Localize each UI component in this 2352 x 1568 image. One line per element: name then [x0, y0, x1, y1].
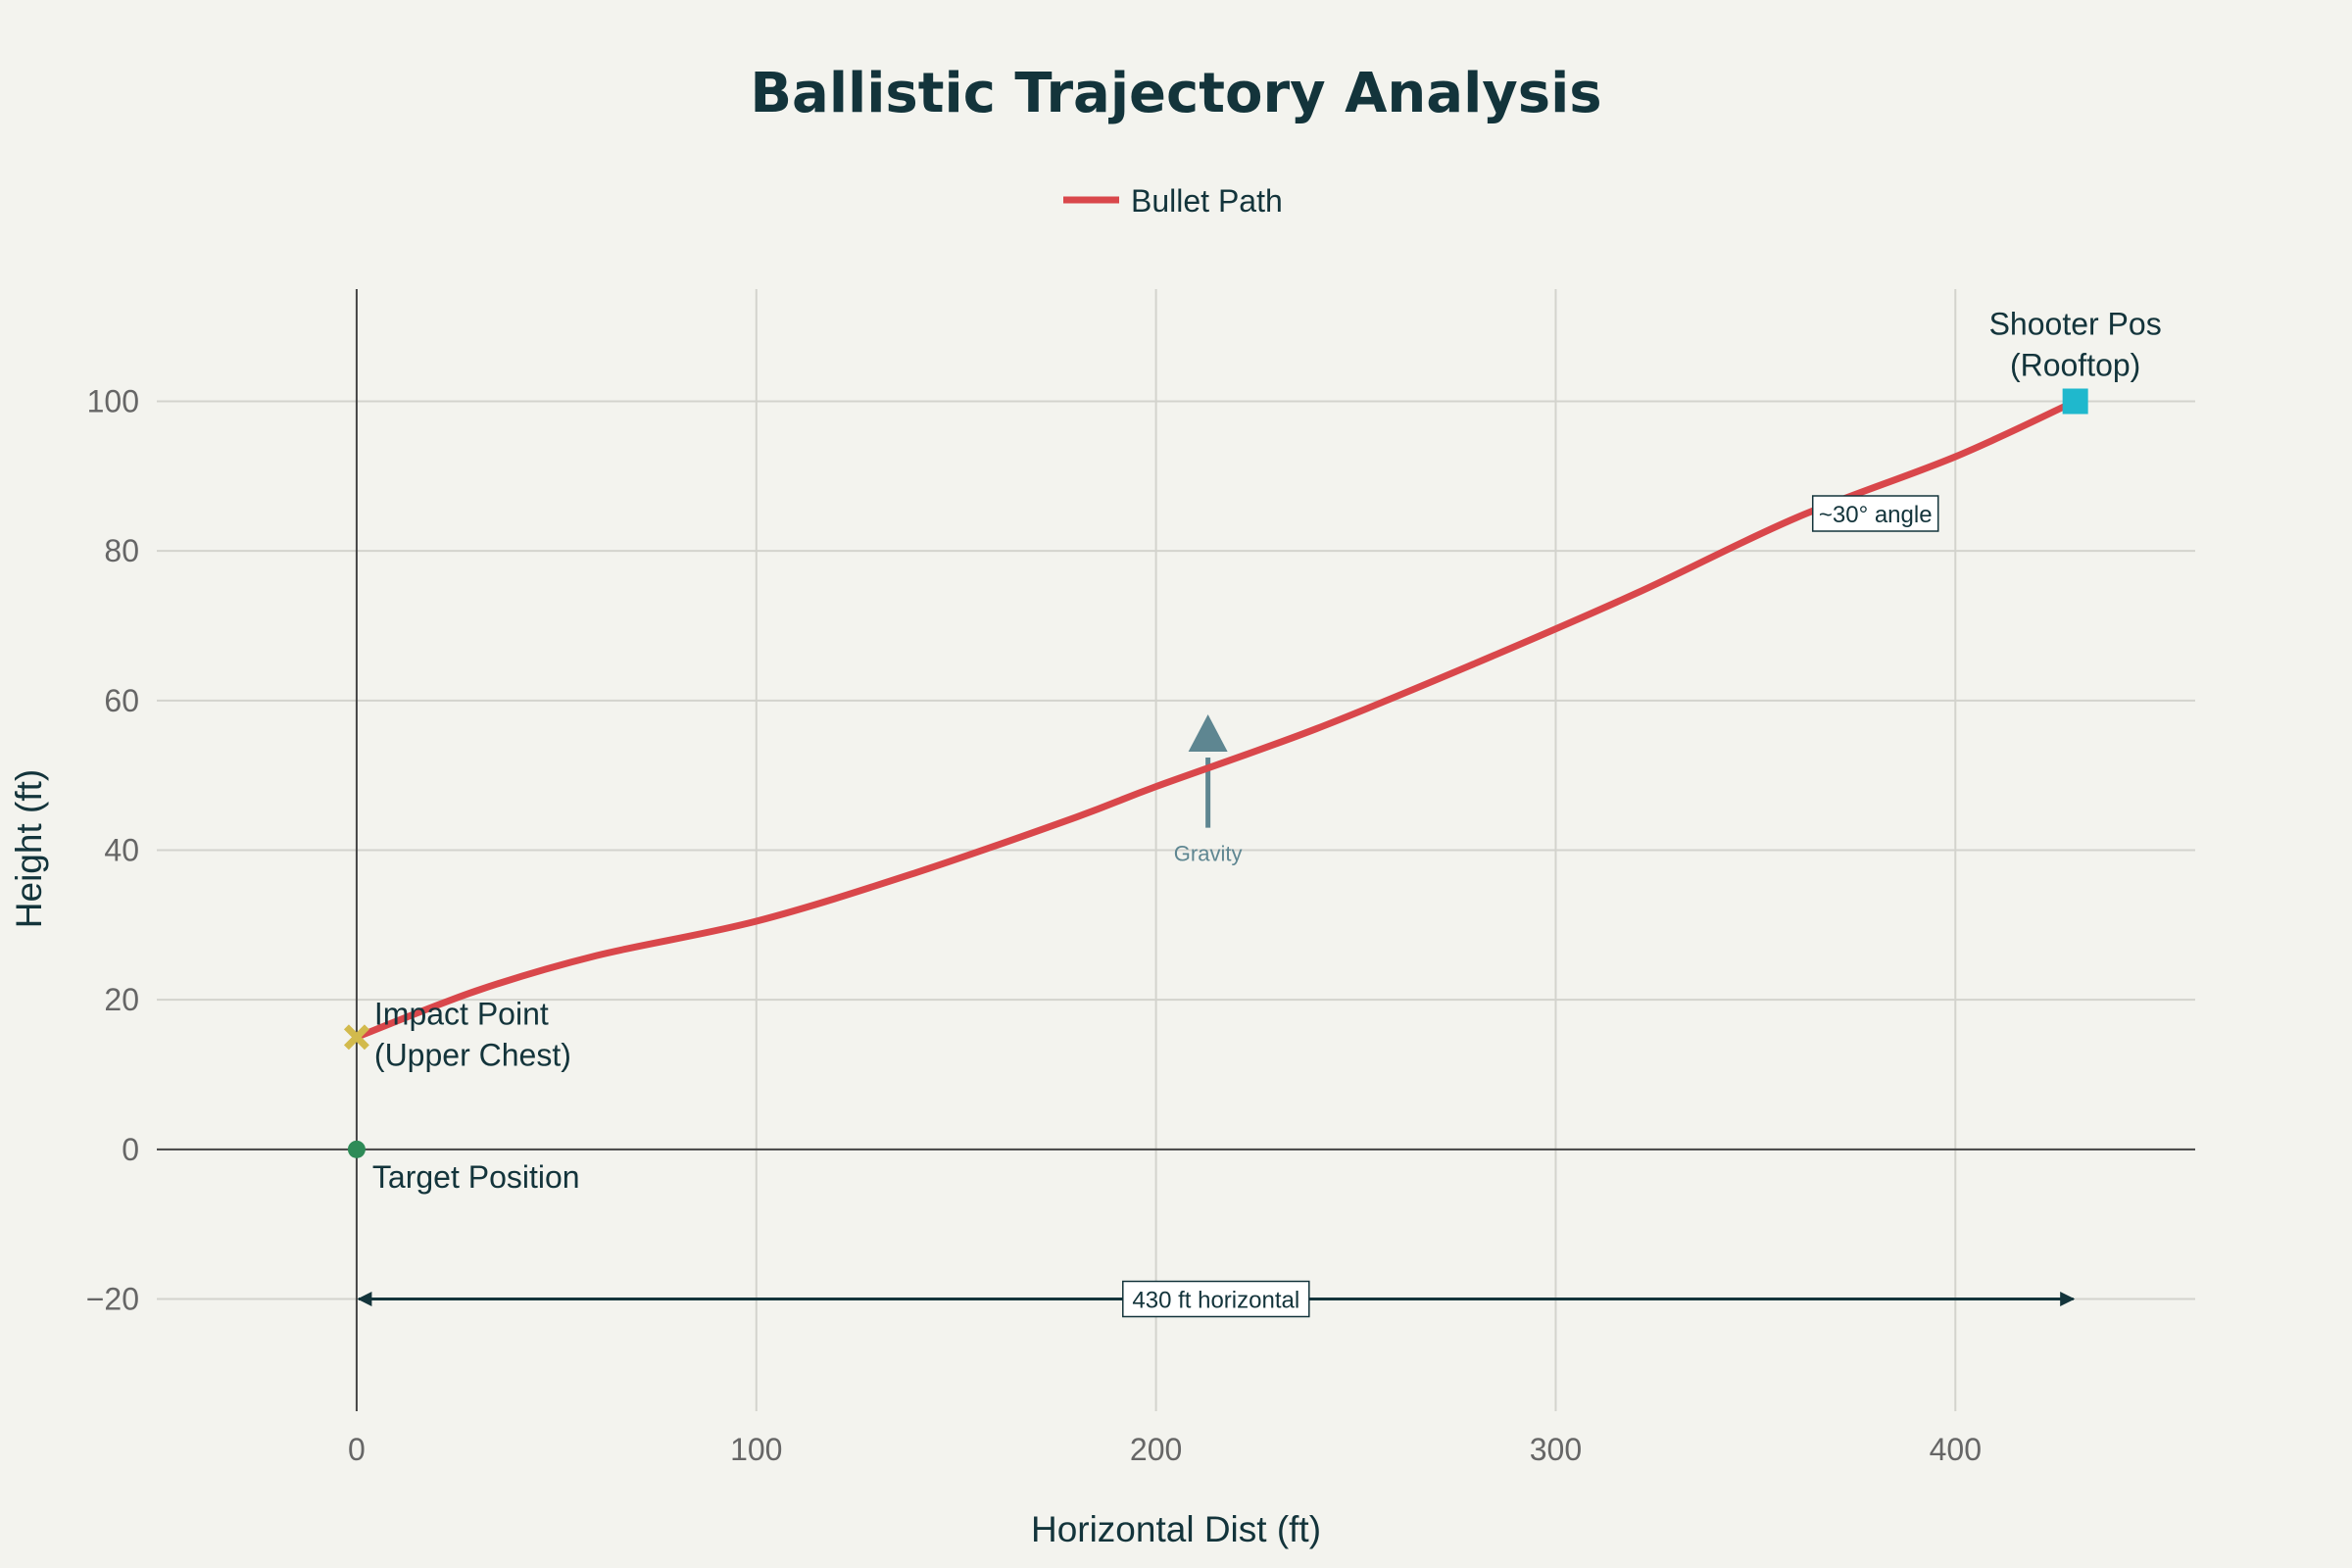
x-tick-label: 0 [348, 1432, 366, 1467]
horizontal-distance-label: 430 ft horizontal [1132, 1288, 1299, 1314]
y-tick-label: 40 [104, 833, 139, 868]
y-tick-label: 60 [104, 683, 139, 718]
angle-label: ~30° angle [1819, 502, 1933, 528]
y-tick-labels: −20 0 20 40 60 80 100 [86, 384, 139, 1317]
gravity-annotation: Gravity [1174, 714, 1243, 866]
x-axis-title: Horizontal Dist (ft) [1031, 1509, 1321, 1549]
y-tick-label: 80 [104, 533, 139, 568]
impact-label: Impact Point [374, 996, 549, 1031]
shooter-label-sub: (Rooftop) [2010, 348, 2140, 383]
target-label: Target Position [372, 1159, 580, 1195]
y-tick-label: 100 [87, 384, 139, 419]
zero-lines [157, 289, 2195, 1411]
gravity-arrow-icon [1188, 714, 1228, 752]
x-tick-label: 100 [730, 1432, 782, 1467]
y-tick-label: 0 [122, 1132, 139, 1167]
gravity-label: Gravity [1174, 842, 1243, 866]
chart-title: Ballistic Trajectory Analysis [750, 62, 1601, 125]
y-tick-label: 20 [104, 982, 139, 1017]
horizontal-distance-label-box [1122, 1280, 1310, 1318]
legend-label-bullet-path: Bullet Path [1131, 183, 1283, 219]
impact-label-sub: (Upper Chest) [374, 1037, 571, 1072]
shooter-point: Shooter Pos (Rooftop) [1989, 307, 2162, 415]
legend[interactable]: Bullet Path [1063, 183, 1283, 219]
x-tick-labels: 0 100 200 300 400 [348, 1432, 1982, 1467]
shooter-square-marker [2062, 388, 2088, 415]
series-bullet-path [353, 398, 2080, 1041]
angle-annotation: ~30° angle [1811, 495, 1939, 532]
impact-point: Impact Point (Upper Chest) [343, 996, 571, 1072]
x-tick-label: 300 [1530, 1432, 1582, 1467]
horizontal-distance-annotation: 430 ft horizontal [357, 1280, 2076, 1318]
target-point: Target Position [347, 1140, 580, 1195]
y-tick-label: −20 [86, 1282, 139, 1317]
x-tick-label: 200 [1130, 1432, 1182, 1467]
x-tick-label: 400 [1930, 1432, 1982, 1467]
angle-label-box [1811, 495, 1939, 532]
impact-x-marker [343, 1024, 369, 1051]
y-axis-title: Height (ft) [9, 769, 49, 928]
shooter-label: Shooter Pos [1989, 307, 2162, 342]
target-circle-marker [347, 1140, 366, 1158]
